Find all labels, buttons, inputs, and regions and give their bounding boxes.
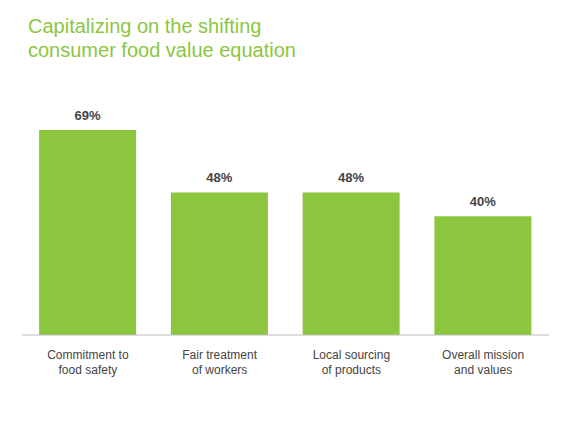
svg-text:Overall missionand values: Overall missionand values [442,348,524,377]
html-text:Capitalizing on the shifting c: Capitalizing on the shifting consumer fo… [28,15,296,61]
svg-text:Local sourcingof products: Local sourcingof products [313,348,390,377]
svg-text:40%: 40% [470,194,496,209]
svg-text:69%: 69% [75,108,101,123]
svg-text:Fair treatmentof workers: Fair treatmentof workers [182,348,257,377]
svg-text:48%: 48% [206,170,232,185]
svg-text:Commitment tofood safety: Commitment tofood safety [47,348,129,377]
svg-text:48%: 48% [338,170,364,185]
